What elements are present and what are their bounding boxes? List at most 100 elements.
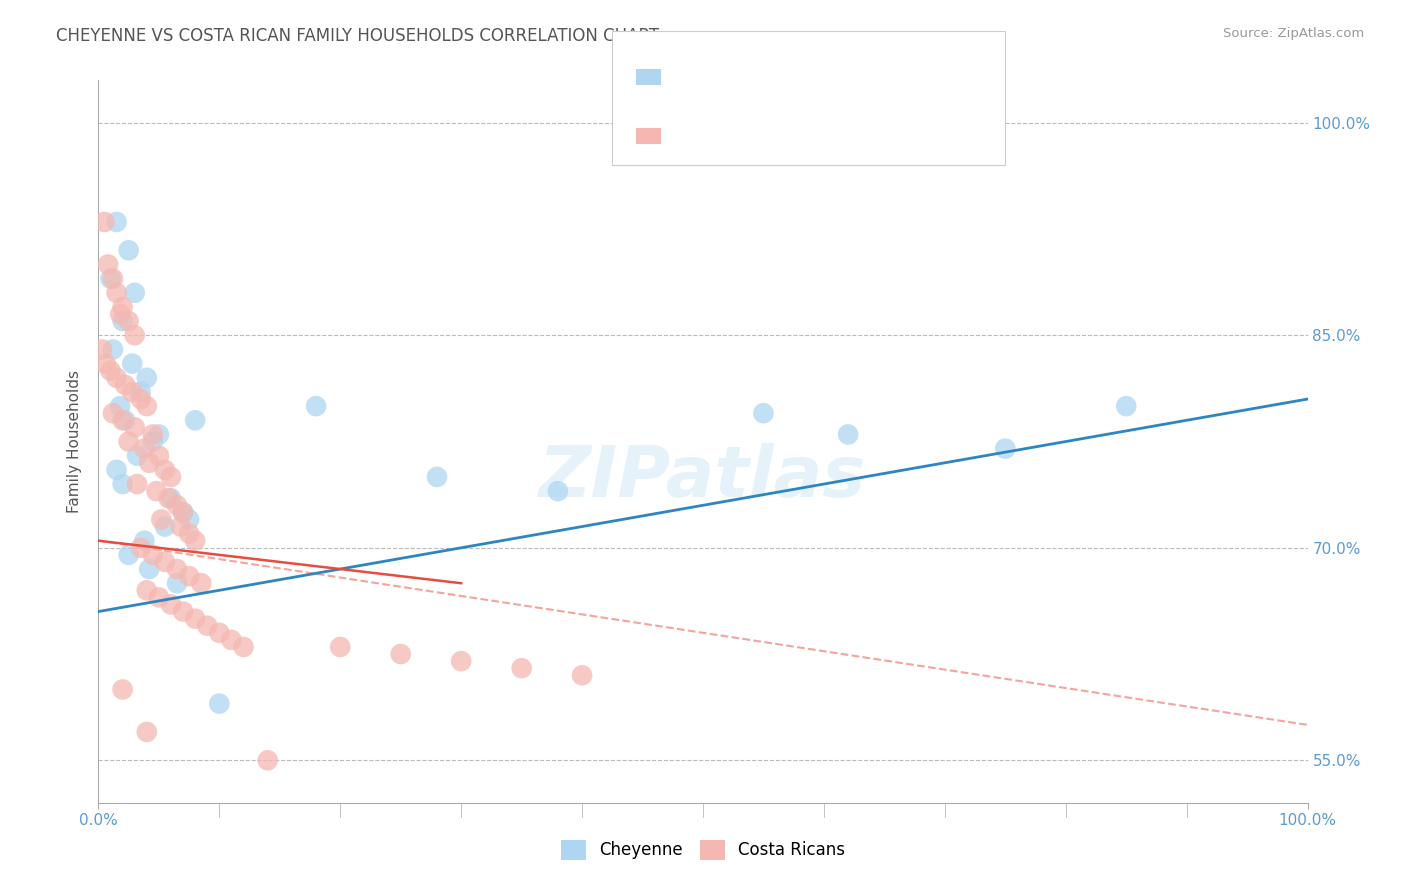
Point [135, 399, 157, 413]
Point [190, 576, 212, 591]
Point [127, 477, 149, 491]
Point [994, 442, 1017, 456]
Point [111, 314, 134, 328]
Point [129, 384, 152, 399]
Point [305, 399, 328, 413]
Point [221, 632, 243, 647]
Text: R =: R = [672, 128, 700, 143]
Point [105, 371, 128, 385]
Point [450, 654, 472, 668]
Point [208, 697, 231, 711]
Point [145, 484, 167, 499]
Point [179, 569, 201, 583]
Point [184, 612, 207, 626]
Text: Source: ZipAtlas.com: Source: ZipAtlas.com [1223, 27, 1364, 40]
Point [172, 505, 194, 519]
Text: N = 34: N = 34 [823, 70, 876, 85]
Point [138, 562, 160, 576]
Point [232, 640, 254, 654]
Point [153, 463, 176, 477]
Point [111, 682, 134, 697]
Point [97, 257, 120, 271]
Point [129, 541, 152, 555]
Point [118, 548, 141, 562]
Point [118, 244, 141, 258]
Text: CHEYENNE VS COSTA RICAN FAMILY HOUSEHOLDS CORRELATION CHART: CHEYENNE VS COSTA RICAN FAMILY HOUSEHOLD… [56, 27, 659, 45]
Point [135, 371, 157, 385]
Point [142, 548, 165, 562]
Point [184, 533, 207, 548]
Point [111, 300, 134, 314]
Point [121, 384, 143, 399]
Point [100, 271, 122, 285]
Point [160, 470, 183, 484]
Y-axis label: Family Households: Family Households [67, 370, 83, 513]
Point [166, 576, 188, 591]
Point [118, 434, 141, 449]
Point [142, 427, 165, 442]
Point [134, 533, 156, 548]
Point [108, 399, 131, 413]
Text: ZIPatlas: ZIPatlas [540, 443, 866, 512]
Point [256, 753, 278, 767]
Point [208, 625, 231, 640]
Point [1115, 399, 1137, 413]
Point [148, 591, 170, 605]
Point [160, 598, 183, 612]
Point [195, 618, 218, 632]
Point [166, 562, 188, 576]
Text: R =: R = [672, 70, 700, 85]
Point [91, 343, 114, 357]
Point [127, 449, 149, 463]
Point [547, 484, 569, 499]
Point [124, 328, 146, 343]
Point [100, 364, 122, 378]
Text: -0.080: -0.080 [727, 127, 786, 145]
Text: N = 58: N = 58 [823, 128, 876, 143]
Point [153, 519, 176, 533]
Point [124, 285, 146, 300]
Point [138, 456, 160, 470]
Point [108, 307, 131, 321]
Text: 0.324: 0.324 [727, 68, 780, 86]
Point [179, 512, 201, 526]
Point [111, 477, 134, 491]
Point [129, 392, 152, 406]
Point [148, 449, 170, 463]
Point [93, 215, 115, 229]
Point [101, 271, 124, 285]
Point [105, 463, 128, 477]
Point [157, 491, 180, 506]
Point [101, 406, 124, 420]
Point [114, 377, 136, 392]
Point [329, 640, 352, 654]
Point [94, 357, 117, 371]
Point [179, 526, 201, 541]
Legend: Cheyenne, Costa Ricans: Cheyenne, Costa Ricans [554, 833, 852, 867]
Point [389, 647, 412, 661]
Point [571, 668, 593, 682]
Point [150, 512, 173, 526]
Point [111, 413, 134, 427]
Point [166, 498, 188, 512]
Point [148, 427, 170, 442]
Point [426, 470, 449, 484]
Point [153, 555, 176, 569]
Point [114, 413, 136, 427]
Point [142, 434, 165, 449]
Point [118, 314, 141, 328]
Point [105, 285, 128, 300]
Point [172, 605, 194, 619]
Point [232, 824, 254, 838]
Point [837, 427, 859, 442]
Point [172, 505, 194, 519]
Point [105, 215, 128, 229]
Point [135, 725, 157, 739]
Point [510, 661, 533, 675]
Point [101, 343, 124, 357]
Point [134, 442, 156, 456]
Point [184, 413, 207, 427]
Point [135, 583, 157, 598]
Point [169, 519, 191, 533]
Point [752, 406, 775, 420]
